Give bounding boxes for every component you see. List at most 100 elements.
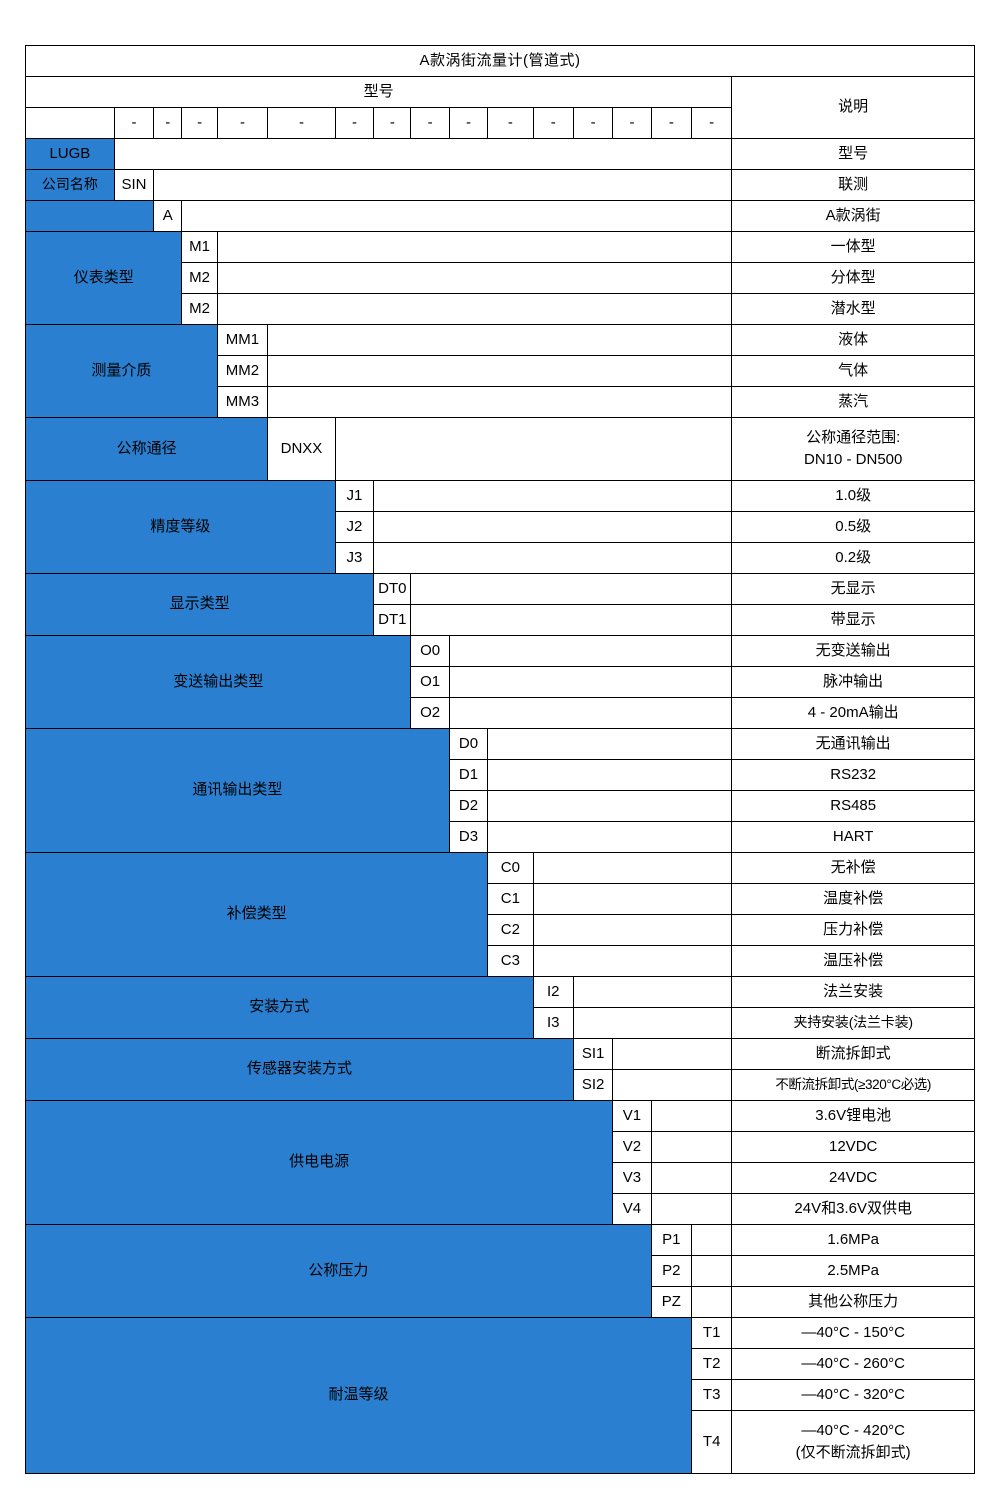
code-cell-c3: C3 bbox=[487, 945, 534, 977]
model-selection-table: A款涡街流量计(管道式) 型号 说明 - - - - - - - - - - - bbox=[24, 45, 975, 1474]
row-spacer bbox=[334, 417, 733, 481]
row-spacer bbox=[612, 1038, 733, 1070]
code-cell-d3: D3 bbox=[448, 821, 489, 853]
group-label-measured-medium: 测量介质 bbox=[25, 324, 218, 418]
row-spacer bbox=[487, 821, 733, 853]
code-cell-si1: SI1 bbox=[572, 1038, 614, 1070]
description-cell: 联测 bbox=[731, 169, 975, 201]
dash-cell-10: - bbox=[487, 107, 534, 139]
group-label-temperature-rating: 耐温等级 bbox=[25, 1317, 692, 1474]
description-cell: 温压补偿 bbox=[731, 945, 975, 977]
description-cell: 3.6V锂电池 bbox=[731, 1100, 975, 1132]
description-cell: 分体型 bbox=[731, 262, 975, 294]
dash-cell-8: - bbox=[410, 107, 450, 139]
description-cell: 脉冲输出 bbox=[731, 666, 975, 698]
row-spacer bbox=[448, 635, 733, 667]
code-cell-si2: SI2 bbox=[572, 1069, 614, 1101]
dash-cell-5: - bbox=[267, 107, 336, 139]
description-cell: 无显示 bbox=[731, 573, 975, 605]
row-spacer bbox=[572, 976, 733, 1008]
code-cell-m2b: M2 bbox=[181, 293, 218, 325]
description-cell: A款涡街 bbox=[731, 200, 975, 232]
code-cell-t3: T3 bbox=[690, 1379, 733, 1411]
row-spacer bbox=[487, 790, 733, 822]
dash-cell-2: - bbox=[153, 107, 183, 139]
description-cell: 液体 bbox=[731, 324, 975, 356]
row-spacer bbox=[650, 1162, 733, 1194]
code-cell-p2: P2 bbox=[650, 1255, 693, 1287]
row-spacer bbox=[487, 759, 733, 791]
code-cell-p1: P1 bbox=[650, 1224, 693, 1256]
table-row: LUGB 型号 bbox=[25, 138, 975, 170]
code-cell-d2: D2 bbox=[448, 790, 489, 822]
row-spacer bbox=[267, 386, 733, 418]
description-cell: 4 - 20mA输出 bbox=[731, 697, 975, 729]
dash-cell-15: - bbox=[690, 107, 733, 139]
code-cell-o2: O2 bbox=[410, 697, 450, 729]
group-label-instrument-type: 仪表类型 bbox=[24, 231, 183, 325]
description-cell: —40°C - 320°C bbox=[731, 1379, 975, 1411]
row-spacer bbox=[410, 573, 733, 605]
code-cell-mm2: MM2 bbox=[216, 355, 269, 387]
description-cell: RS485 bbox=[731, 790, 975, 822]
dash-cell-3: - bbox=[181, 107, 218, 139]
description-cell: 公称通径范围: DN10 - DN500 bbox=[731, 417, 975, 481]
group-label-model-code: LUGB bbox=[25, 138, 115, 170]
code-cell-c2: C2 bbox=[487, 914, 534, 946]
group-label-nominal-diameter: 公称通径 bbox=[24, 417, 269, 481]
row-spacer bbox=[448, 697, 733, 729]
dash-cell-12: - bbox=[572, 107, 614, 139]
description-cell: 无变送输出 bbox=[731, 635, 975, 667]
table-row: 仪表类型 M1 一体型 bbox=[24, 231, 975, 325]
model-header-label: 型号 bbox=[24, 76, 733, 108]
description-cell: 断流拆卸式 bbox=[731, 1038, 975, 1070]
dash-cell-7: - bbox=[373, 107, 412, 139]
code-cell-c0: C0 bbox=[487, 852, 534, 884]
row-spacer bbox=[373, 542, 733, 574]
dash-cell-14: - bbox=[650, 107, 693, 139]
code-cell-dnxx: DNXX bbox=[267, 417, 336, 481]
row-spacer bbox=[532, 852, 733, 884]
row-spacer bbox=[373, 480, 733, 512]
description-cell: 气体 bbox=[731, 355, 975, 387]
table-row: D1 RS232 bbox=[26, 759, 975, 791]
code-cell-j3: J3 bbox=[334, 542, 375, 574]
row-spacer bbox=[267, 355, 733, 387]
row-spacer bbox=[612, 1069, 733, 1101]
table-row: T4 —40°C - 420°C (仅不断流拆卸式) bbox=[26, 1410, 975, 1474]
description-cell: —40°C - 260°C bbox=[731, 1348, 975, 1380]
code-cell-mm3: MM3 bbox=[216, 386, 269, 418]
dash-cell-13: - bbox=[612, 107, 652, 139]
group-label-sensor-installation-method: 传感器安装方式 bbox=[25, 1038, 574, 1101]
code-cell-d1: D1 bbox=[448, 759, 489, 791]
table-row: PZ 其他公称压力 bbox=[26, 1286, 975, 1318]
table-row: P2 2.5MPa bbox=[26, 1255, 975, 1287]
row-spacer bbox=[113, 138, 733, 170]
table-row: 显示类型 DT0 无显示 bbox=[24, 573, 975, 636]
description-cell: 不断流拆卸式(≥320°C必选) bbox=[731, 1069, 975, 1101]
description-cell: 潜水型 bbox=[731, 293, 975, 325]
description-cell: 0.5级 bbox=[731, 511, 975, 543]
row-spacer bbox=[181, 200, 733, 232]
description-cell: HART bbox=[731, 821, 975, 853]
description-cell: 型号 bbox=[731, 138, 975, 170]
description-cell: 无补偿 bbox=[731, 852, 975, 884]
description-cell: 带显示 bbox=[731, 604, 975, 636]
description-cell: 2.5MPa bbox=[731, 1255, 975, 1287]
code-cell-mm1: MM1 bbox=[216, 324, 269, 356]
code-cell-sin: SIN bbox=[113, 169, 155, 201]
table-row: D2 RS485 bbox=[26, 790, 975, 822]
dash-cell-11: - bbox=[532, 107, 574, 139]
group-label-transmit-output-type: 变送输出类型 bbox=[24, 635, 412, 729]
table-row: 传感器安装方式 SI1 断流拆卸式 bbox=[25, 1038, 975, 1101]
description-cell: RS232 bbox=[731, 759, 975, 791]
table-row: 公称压力 P1 1.6MPa bbox=[25, 1224, 975, 1318]
dash-cell-6: - bbox=[334, 107, 375, 139]
description-cell: 法兰安装 bbox=[731, 976, 975, 1008]
table-row: 通讯输出类型 D0 无通讯输出 bbox=[25, 728, 975, 853]
table-row: O2 4 - 20mA输出 bbox=[26, 697, 975, 729]
row-spacer bbox=[690, 1286, 733, 1318]
table-row: 公称通径 DNXX 公称通径范围: DN10 - DN500 bbox=[24, 417, 975, 481]
dash-separator-row: - - - - - - - - - - - - - - - bbox=[25, 107, 975, 139]
description-cell: 夹持安装(法兰卡装) bbox=[731, 1007, 975, 1039]
